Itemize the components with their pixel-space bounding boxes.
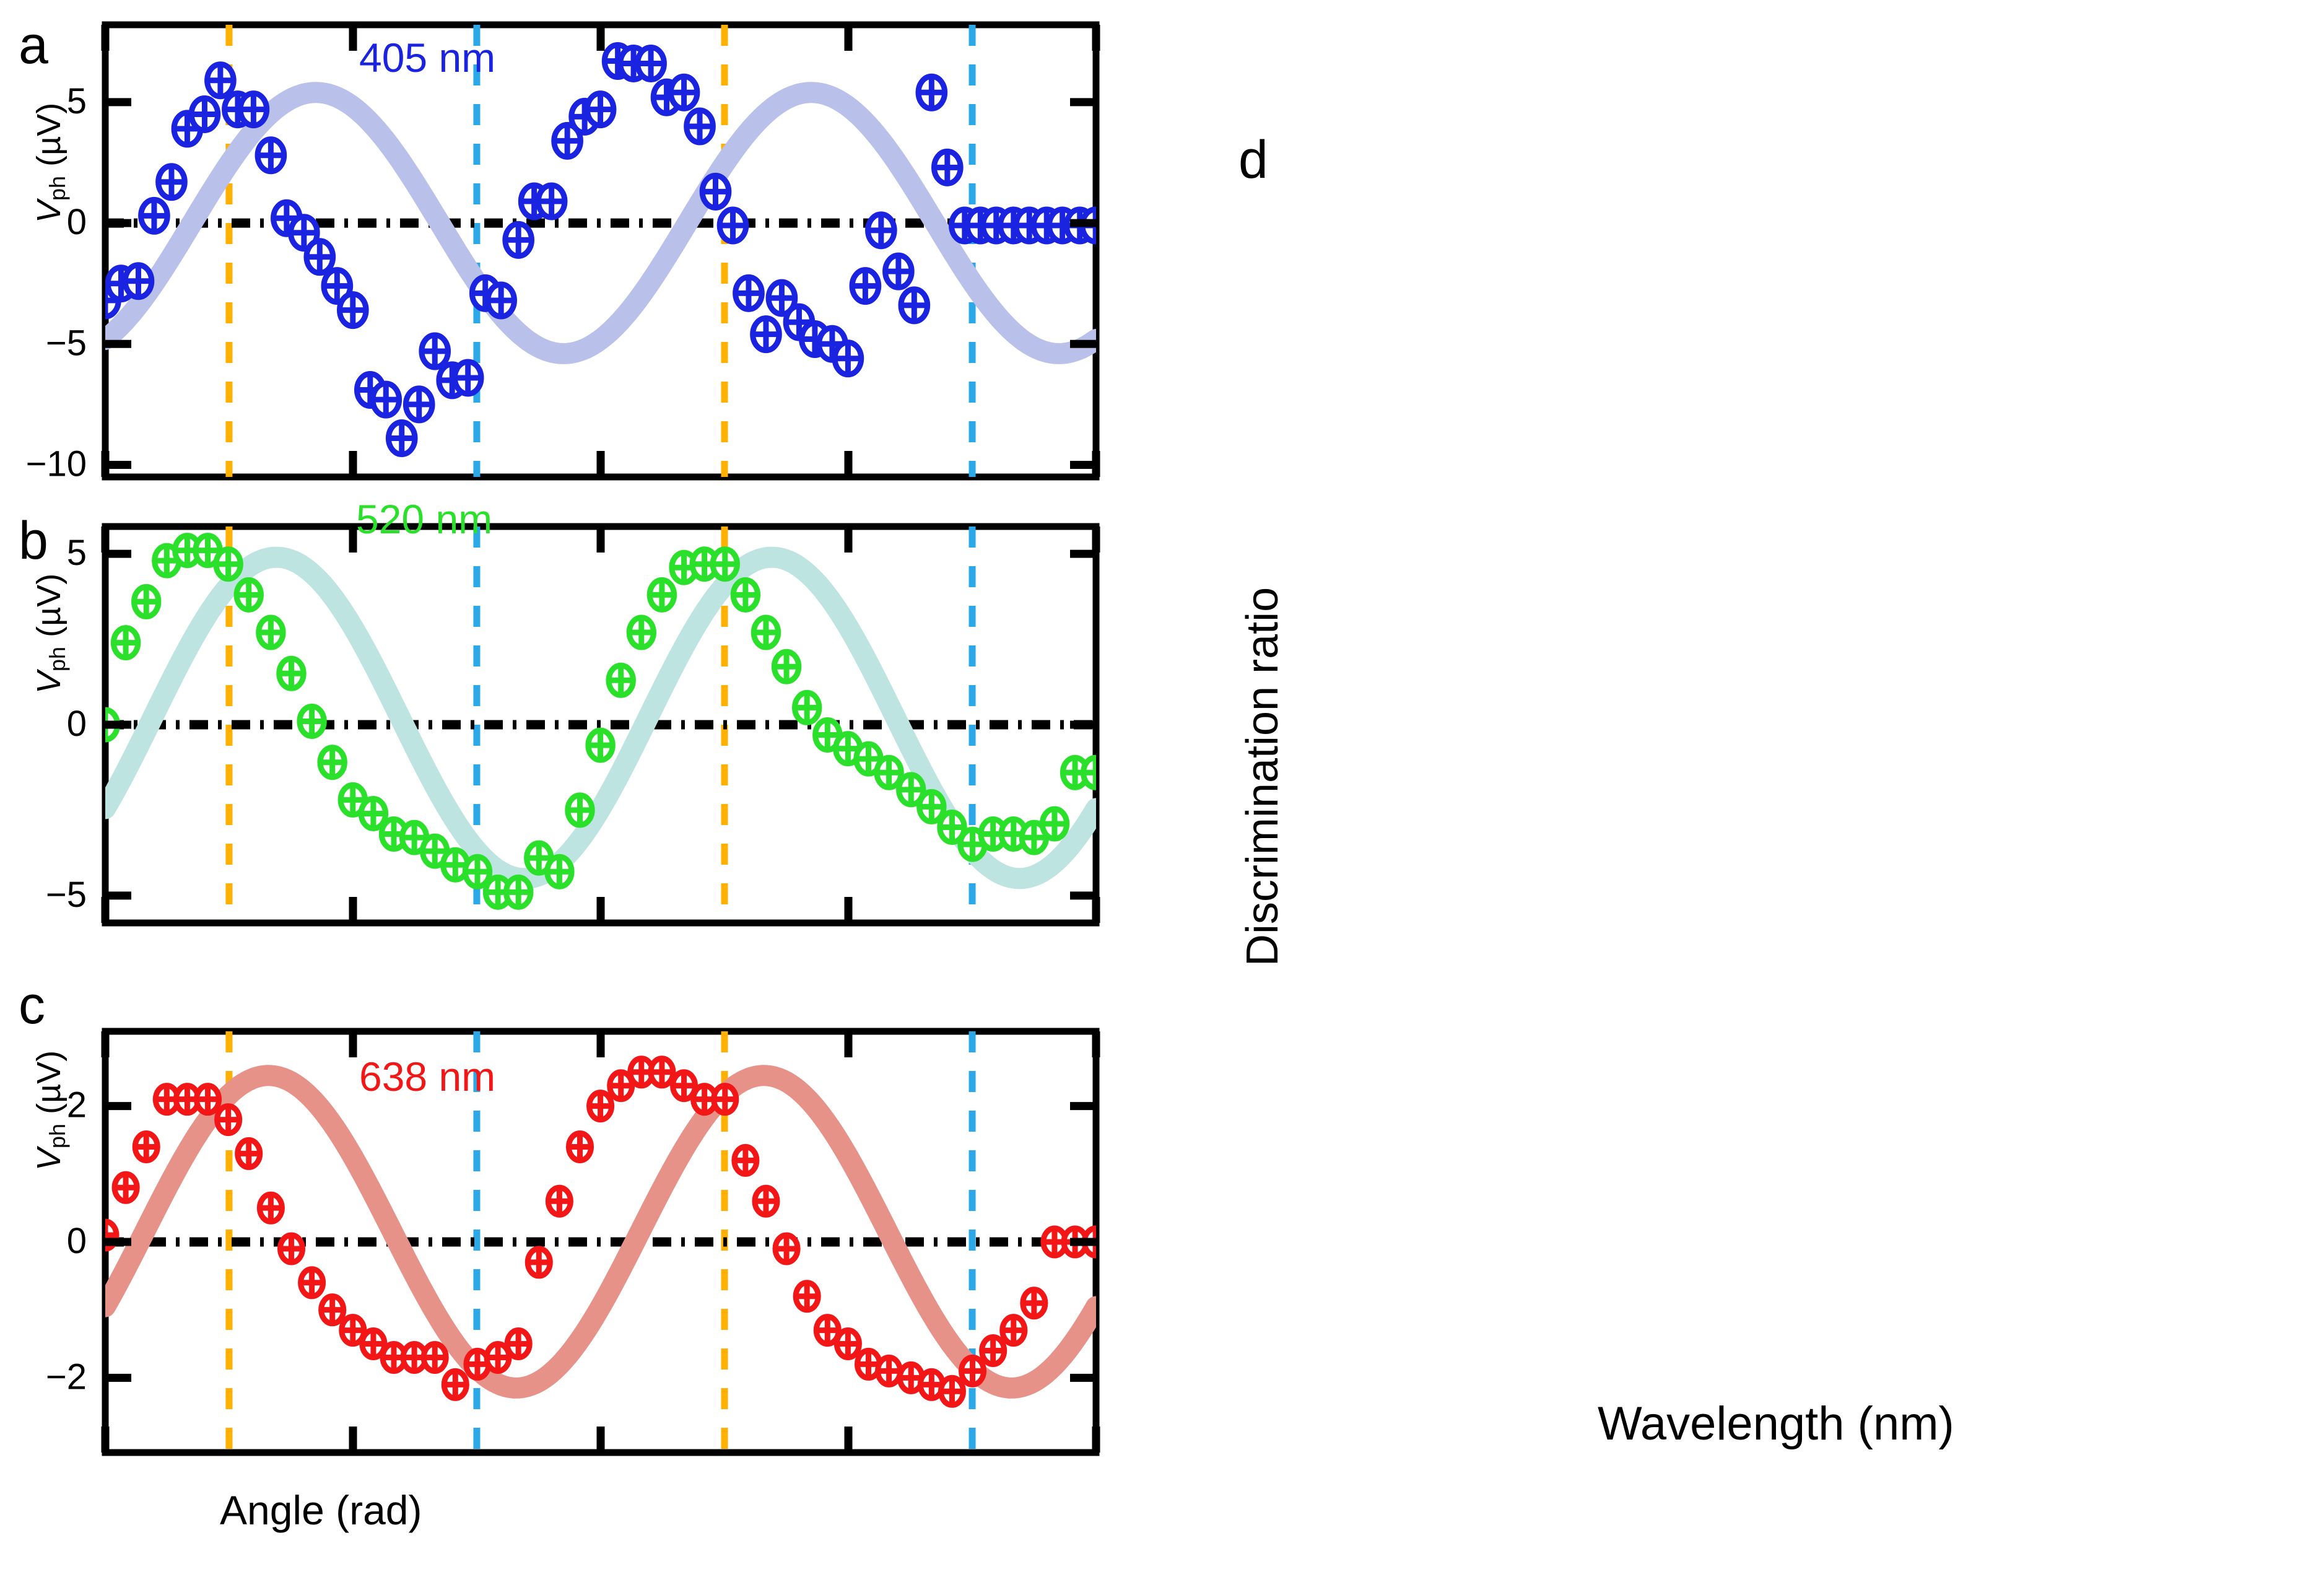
panel-letter-a: a xyxy=(19,15,48,75)
panel-a-ylabel-v: V xyxy=(30,200,67,223)
panel-c-ylabel: Vph (µV) xyxy=(30,1051,71,1171)
svg-text:−10: −10 xyxy=(26,444,87,484)
panel-b-wavelength-label: 520 nm xyxy=(356,496,493,542)
svg-text:0: 0 xyxy=(67,704,87,744)
svg-text:5: 5 xyxy=(67,81,87,121)
panel-c-ylabel-v: V xyxy=(30,1148,67,1171)
panel-c-ylabel-unit: (µV) xyxy=(30,1050,67,1124)
svg-text:0: 0 xyxy=(67,1221,87,1261)
panel-letter-d: d xyxy=(1238,130,1268,190)
panel-c-xlabel: Angle (rad) xyxy=(220,1487,422,1533)
panel-d-ylabel: Discrimination ratio xyxy=(1238,587,1287,966)
svg-text:0: 0 xyxy=(67,202,87,242)
svg-text:−2: −2 xyxy=(46,1357,87,1397)
svg-text:2: 2 xyxy=(67,1085,87,1125)
svg-text:5: 5 xyxy=(67,533,87,573)
panel-b-ylabel: Vph (µV) xyxy=(30,574,71,694)
panel-a-ylabel: Vph (µV) xyxy=(30,103,71,223)
panel-letter-b: b xyxy=(19,511,48,570)
panel-b-ylabel-v: V xyxy=(30,671,67,694)
svg-text:−5: −5 xyxy=(46,323,87,363)
panel-letter-c: c xyxy=(19,976,45,1035)
panel-a-ylabel-unit: (µV) xyxy=(30,102,67,176)
panel-b-ylabel-unit: (µV) xyxy=(30,573,67,647)
panel-a-ylabel-sub: ph xyxy=(45,175,70,201)
panel-a-wavelength-label: 405 nm xyxy=(359,35,496,81)
svg-text:−5: −5 xyxy=(46,875,87,915)
panel-c-ylabel-sub: ph xyxy=(45,1123,70,1148)
panel-d-xlabel: Wavelength (nm) xyxy=(1598,1397,1954,1450)
panel-b-ylabel-sub: ph xyxy=(45,646,70,671)
panel-c-wavelength-label: 638 nm xyxy=(359,1054,496,1099)
